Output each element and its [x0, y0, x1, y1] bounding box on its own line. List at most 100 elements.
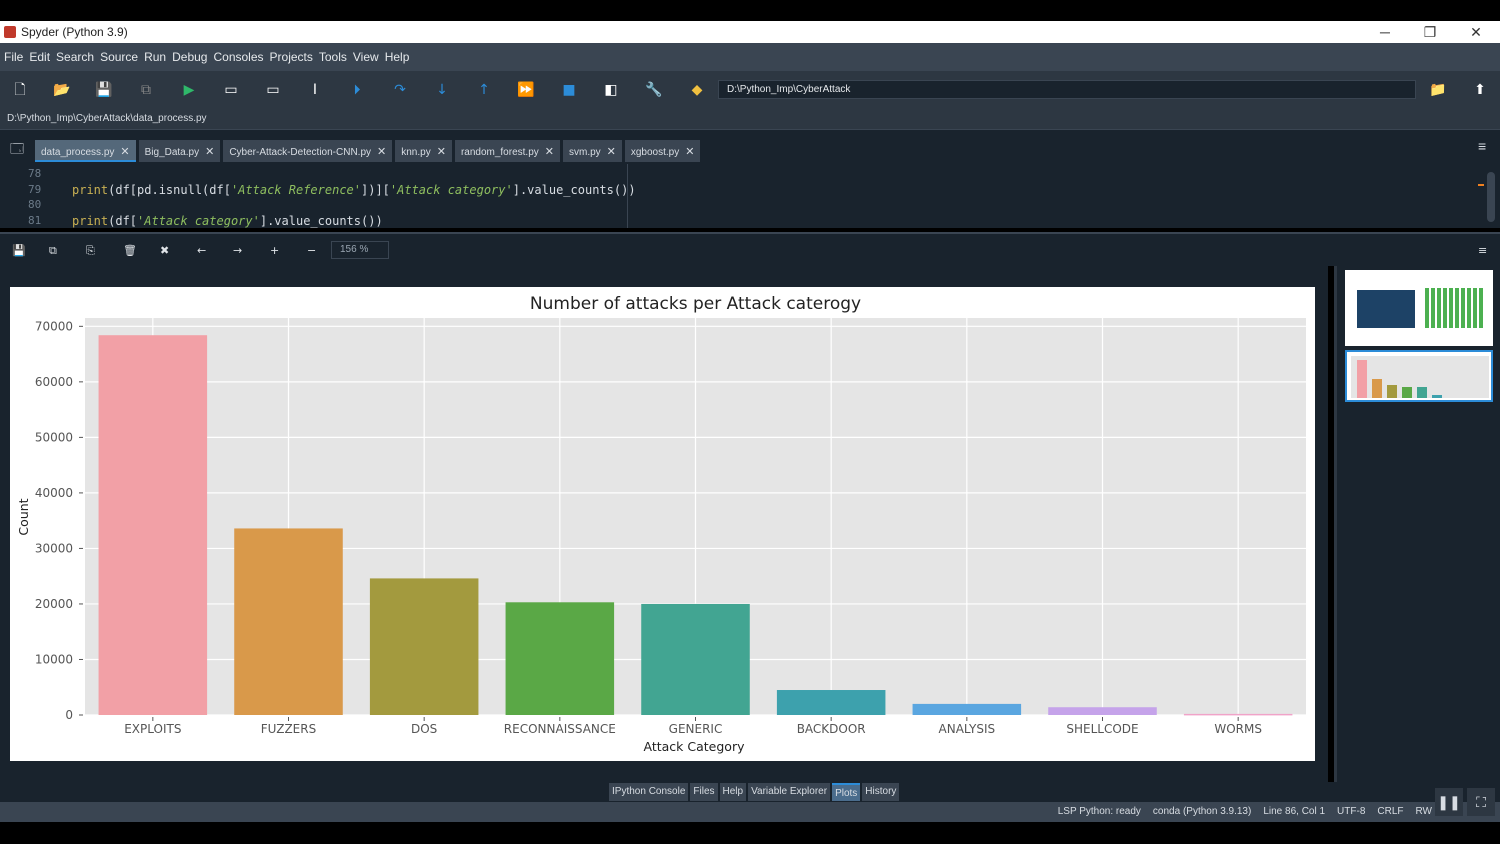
- menu-tools[interactable]: Tools: [318, 50, 347, 64]
- conda-env-status[interactable]: conda (Python 3.9.13): [1152, 806, 1252, 817]
- close-tab-icon[interactable]: ✕: [377, 145, 387, 158]
- close-tab-icon[interactable]: ✕: [685, 145, 695, 158]
- editor-tab[interactable]: data_process.py ✕: [35, 140, 136, 162]
- parent-directory-icon[interactable]: ⬆: [1474, 82, 1486, 98]
- minimize-button[interactable]: ─: [1380, 24, 1390, 40]
- close-tab-icon[interactable]: ✕: [544, 145, 554, 158]
- y-tick-label: 0: [65, 708, 73, 722]
- figure: 0 10000 20000 30000 40000 50000 60000 70000 EXPL…: [10, 287, 1315, 761]
- zoom-in-icon[interactable]: +: [270, 244, 280, 257]
- y-tick-label: 20000: [35, 597, 73, 611]
- menu-consoles[interactable]: Consoles: [213, 50, 264, 64]
- presenter-icon[interactable]: ⛶: [1467, 788, 1495, 816]
- step-into-icon[interactable]: ↓: [436, 82, 448, 98]
- step-return-icon[interactable]: ↑: [478, 82, 490, 98]
- bar-analysis: [912, 703, 1022, 715]
- new-file-icon[interactable]: 🗋: [14, 82, 26, 98]
- pause-icon[interactable]: ❚❚: [1435, 788, 1463, 816]
- restore-button[interactable]: ❐: [1423, 24, 1437, 40]
- zoom-level-field[interactable]: 156 %: [331, 241, 389, 259]
- remove-plot-icon[interactable]: 🗑: [123, 244, 137, 257]
- save-icon[interactable]: 💾: [95, 82, 113, 98]
- pane-tab[interactable]: History: [862, 783, 900, 801]
- step-icon[interactable]: ↷: [394, 82, 406, 98]
- editor-tab[interactable]: random_forest.py ✕: [454, 140, 560, 162]
- stop-icon[interactable]: ■: [562, 82, 576, 98]
- continue-icon[interactable]: ⏩: [517, 82, 535, 98]
- bar-fuzzers: [234, 528, 343, 715]
- plot-thumbnails: [1334, 266, 1500, 782]
- browse-folder-icon[interactable]: 📁: [1429, 82, 1447, 98]
- close-tab-icon[interactable]: ✕: [205, 145, 215, 158]
- editor-tab[interactable]: Big_Data.py ✕: [138, 140, 221, 162]
- thumb-chart: [1351, 356, 1489, 398]
- menu-debug[interactable]: Debug: [172, 50, 208, 64]
- x-tick-label: RECONNAISSANCE: [504, 722, 616, 736]
- options-menu-icon[interactable]: ≡: [1478, 138, 1487, 154]
- bar-generic: [641, 603, 750, 715]
- debug-icon[interactable]: ⏵: [353, 82, 361, 98]
- plots-options-icon[interactable]: ≡: [1478, 244, 1488, 257]
- run-icon[interactable]: ▶: [183, 82, 195, 98]
- thumb-bars: [1425, 288, 1483, 328]
- menu-edit[interactable]: Edit: [29, 50, 51, 64]
- editor-tab[interactable]: xgboost.py ✕: [624, 140, 701, 162]
- close-button[interactable]: ✕: [1470, 24, 1482, 40]
- close-tab-icon[interactable]: ✕: [436, 145, 446, 158]
- close-tab-icon[interactable]: ✕: [606, 145, 616, 158]
- tab-label: data_process.py: [41, 147, 115, 158]
- menu-search[interactable]: Search: [56, 50, 95, 64]
- python-path-icon[interactable]: ◆: [691, 82, 703, 98]
- y-tick-label: 70000: [35, 319, 73, 333]
- open-icon[interactable]: 📂: [53, 82, 71, 98]
- maximize-pane-icon[interactable]: ◧: [604, 82, 618, 98]
- menu-run[interactable]: Run: [144, 50, 167, 64]
- menu-file[interactable]: File: [4, 50, 24, 64]
- code-editor[interactable]: 78 79 print(df[pd.isnull(df['Attack Refere…: [0, 164, 1500, 228]
- editor-tab[interactable]: knn.py ✕: [395, 140, 452, 162]
- rw-status: RW: [1415, 806, 1432, 817]
- run-selection-icon[interactable]: I: [312, 82, 318, 98]
- menu-bar: File Edit Search Source Run Debug Consoles Proj…: [0, 43, 1500, 71]
- next-plot-icon[interactable]: →: [233, 244, 243, 257]
- browse-tabs-icon[interactable]: 🗔: [10, 141, 25, 156]
- save-all-plots-icon[interactable]: ⧉: [49, 244, 57, 257]
- thumb-heatmap: [1357, 290, 1415, 328]
- menu-view[interactable]: View: [352, 50, 379, 64]
- tab-label: random_forest.py: [460, 147, 539, 158]
- cursor-position: Line 86, Col 1: [1263, 806, 1326, 817]
- zoom-out-icon[interactable]: −: [307, 244, 317, 257]
- copy-plot-icon[interactable]: ⎘: [86, 244, 95, 257]
- menu-help[interactable]: Help: [384, 50, 410, 64]
- pane-tab[interactable]: Plots: [832, 783, 861, 801]
- working-directory-input[interactable]: D:\Python_Imp\CyberAttack: [718, 80, 1416, 99]
- run-cell-icon[interactable]: ▭: [224, 82, 238, 98]
- thumb-bar: [1402, 387, 1412, 398]
- pane-tab[interactable]: Help: [719, 783, 747, 801]
- previous-plot-icon[interactable]: ←: [197, 244, 207, 257]
- editor-tab[interactable]: svm.py ✕: [562, 140, 622, 162]
- thumb-bar: [1387, 385, 1397, 398]
- close-tab-icon[interactable]: ✕: [120, 145, 130, 158]
- y-tick-label: 50000: [35, 430, 73, 444]
- pane-tab[interactable]: Files: [690, 783, 718, 801]
- menu-projects[interactable]: Projects: [269, 50, 313, 64]
- thumbnail-2[interactable]: [1345, 350, 1493, 402]
- preferences-icon[interactable]: 🔧: [645, 82, 663, 98]
- save-all-icon[interactable]: ⧉: [141, 82, 151, 98]
- menu-source[interactable]: Source: [100, 50, 139, 64]
- save-plot-icon[interactable]: 💾: [12, 244, 26, 257]
- remove-all-plots-icon[interactable]: ✖: [160, 244, 170, 257]
- code-line[interactable]: print(df[pd.isnull(df['Attack Reference'…: [72, 182, 636, 197]
- run-cell-advance-icon[interactable]: ▭: [266, 82, 280, 98]
- pane-tab[interactable]: Variable Explorer: [748, 783, 831, 801]
- plots-toolbar: 💾 ⧉ ⎘ 🗑 ✖ ← → + − ≡: [0, 232, 1500, 266]
- thumbnail-1[interactable]: [1345, 270, 1493, 346]
- line-number: 79: [28, 182, 42, 196]
- thumb-bar: [1432, 395, 1442, 398]
- editor-tab[interactable]: Cyber-Attack-Detection-CNN.py ✕: [223, 140, 393, 162]
- code-line[interactable]: print(df['Attack category'].value_counts…: [72, 213, 383, 228]
- pane-tab[interactable]: IPython Console: [609, 783, 689, 801]
- editor-scrollbar[interactable]: [1487, 172, 1495, 222]
- x-tick-label: GENERIC: [669, 722, 723, 736]
